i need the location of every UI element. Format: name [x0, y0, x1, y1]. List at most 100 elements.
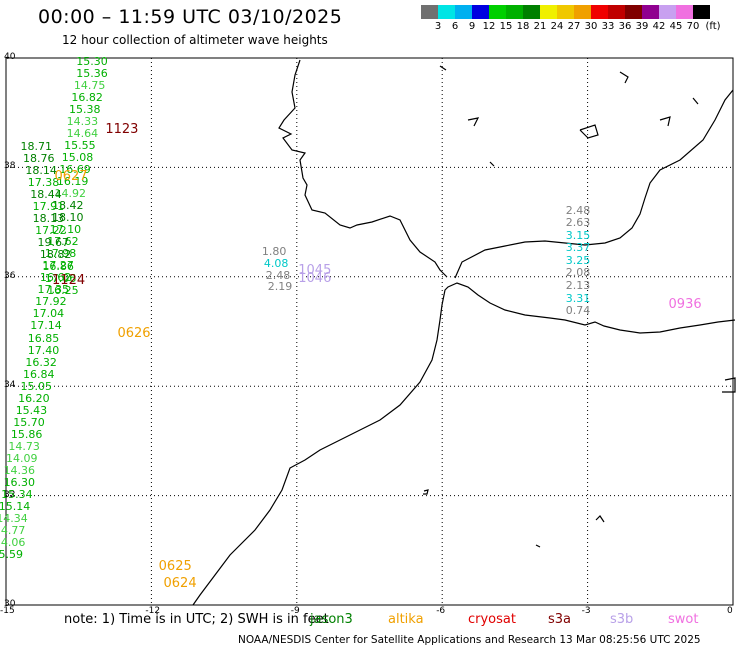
- color-scale-label: 30: [584, 21, 598, 32]
- wave-height-value: 1.80: [261, 244, 287, 258]
- map-frame: [5, 57, 734, 606]
- color-scale-label: 70: [686, 21, 700, 32]
- chart-title: 00:00 – 11:59 UTC 03/10/2025: [38, 6, 343, 28]
- island-small-3: [722, 377, 736, 393]
- wave-height-value: 17.92: [35, 295, 67, 309]
- lat-tick-label: 32: [4, 489, 16, 500]
- footer-credit: NOAA/NESDIS Center for Satellite Applica…: [238, 634, 701, 646]
- pass-time-label: 0627: [54, 168, 88, 184]
- legend-item-swot: swot: [668, 612, 699, 627]
- wave-height-value: 17.14: [30, 319, 62, 333]
- color-scale-cell: [659, 5, 676, 19]
- color-scale-cell: [574, 5, 591, 19]
- wave-height-value: 14.06: [0, 536, 26, 550]
- wave-height-value: 16.85: [27, 331, 60, 345]
- wave-height-value: 16.62: [39, 271, 72, 285]
- color-scale-label: 9: [468, 21, 476, 32]
- wave-height-value: 16.25: [47, 283, 79, 297]
- color-scale-unit: (ft): [705, 21, 721, 32]
- wave-height-value: 15.38: [69, 102, 101, 116]
- wave-height-value: 15.14: [0, 499, 31, 513]
- color-scale-cell: [421, 5, 438, 19]
- wave-height-value: 4.08: [263, 256, 289, 270]
- pass-time-label: 0626: [117, 325, 151, 341]
- color-scale-cell: [693, 5, 710, 19]
- wave-height-value: 0.74: [565, 304, 591, 318]
- color-scale-label: 27: [567, 21, 581, 32]
- lat-tick-label: 34: [4, 380, 16, 391]
- wave-height-value: 2.63: [565, 216, 591, 230]
- legend-item-s3a: s3a: [548, 612, 572, 627]
- wave-height-value: 18.71: [20, 139, 53, 153]
- color-scale-cell: [676, 5, 693, 19]
- wave-height-value: 18.10: [52, 211, 84, 225]
- wave-height-value: 16.84: [22, 367, 55, 381]
- wave-height-value: 15.08: [61, 151, 94, 164]
- wave-height-value: 15.30: [76, 54, 108, 68]
- lon-tick-label: -6: [436, 606, 446, 616]
- island-small-2: [692, 97, 699, 105]
- color-scale-cell: [540, 5, 557, 19]
- wave-height-value: 2.13: [565, 279, 591, 292]
- pass-time-label: 0625: [158, 558, 192, 574]
- color-scale-cell: [608, 5, 625, 19]
- wave-height-value: 16.20: [18, 391, 50, 405]
- island-small-4: [489, 161, 495, 167]
- wave-height-value: 14.64: [66, 126, 99, 140]
- island-madeira: [423, 489, 429, 495]
- wave-height-value: 17.27: [42, 259, 74, 273]
- wave-height-value: 14.92: [54, 187, 86, 201]
- wave-height-value: 16.30: [3, 475, 36, 489]
- wave-height-value: 16.82: [71, 90, 103, 104]
- wave-height-value: 17.35: [37, 283, 70, 297]
- wave-height-value: 16.86: [42, 259, 74, 273]
- wave-height-value: 17.06: [44, 271, 77, 285]
- color-scale-cell: [472, 5, 489, 19]
- wave-height-value: 17.62: [47, 235, 79, 249]
- wave-height-value: 18.82: [39, 247, 72, 261]
- color-scale-label: 15: [499, 21, 513, 32]
- legend-item-jason3: jason3: [310, 612, 353, 627]
- wave-height-value: 17.10: [49, 223, 82, 237]
- color-scale-cell: [625, 5, 642, 19]
- wave-height-value: 2.19: [267, 279, 293, 293]
- island-small-6: [439, 65, 447, 71]
- wave-height-value: 15.05: [20, 379, 53, 393]
- wave-height-value: 14.36: [3, 463, 36, 477]
- color-scale-cell: [506, 5, 523, 19]
- wave-height-value: 15.59: [0, 548, 23, 562]
- color-scale-labels: 3 6 9 12 15 18 21 24 27 30 33 36 39 42 45 70 (ft): [421, 21, 740, 35]
- color-scale-bar: [421, 5, 710, 19]
- lon-tick-label: -3: [581, 606, 591, 616]
- wave-height-value: 2.08: [565, 266, 591, 280]
- lat-tick-label: 36: [4, 270, 16, 281]
- wave-height-value: 17.91: [32, 199, 65, 213]
- color-scale-label: 45: [669, 21, 683, 32]
- wave-height-value: 2.48: [265, 268, 291, 282]
- grid-lines: [6, 58, 733, 605]
- color-scale-label: 18: [516, 21, 530, 32]
- wave-height-value: 14.33: [66, 114, 99, 128]
- wave-height-value: 15.43: [15, 403, 48, 417]
- wave-height-value: 17.98: [44, 247, 77, 261]
- lon-tick-label: 0: [727, 606, 733, 616]
- wave-height-value: 17.38: [27, 175, 60, 189]
- color-scale-cell: [591, 5, 608, 19]
- chart-subtitle: 12 hour collection of altimeter wave hei…: [62, 33, 328, 47]
- color-scale-cell: [642, 5, 659, 19]
- legend-item-altika: altika: [388, 612, 424, 627]
- color-scale-label: 12: [482, 21, 496, 32]
- wave-height-value: 17.22: [35, 223, 67, 237]
- lon-tick-label: -15: [0, 606, 15, 616]
- coastline-africa: [192, 282, 736, 606]
- legend-item-cryosat: cryosat: [468, 612, 516, 627]
- island-balearic: [579, 124, 599, 139]
- color-scale-label: 21: [533, 21, 547, 32]
- island-small-5: [467, 117, 480, 127]
- wave-height-value: 3.25: [565, 253, 591, 267]
- wave-height-value: 14.75: [73, 78, 106, 92]
- note-text: note: 1) Time is in UTC; 2) SWH is in fe…: [64, 612, 329, 627]
- wave-height-value: 18.76: [22, 151, 55, 165]
- wave-height-value: 14.09: [6, 451, 38, 465]
- lon-tick-label: -9: [290, 606, 300, 616]
